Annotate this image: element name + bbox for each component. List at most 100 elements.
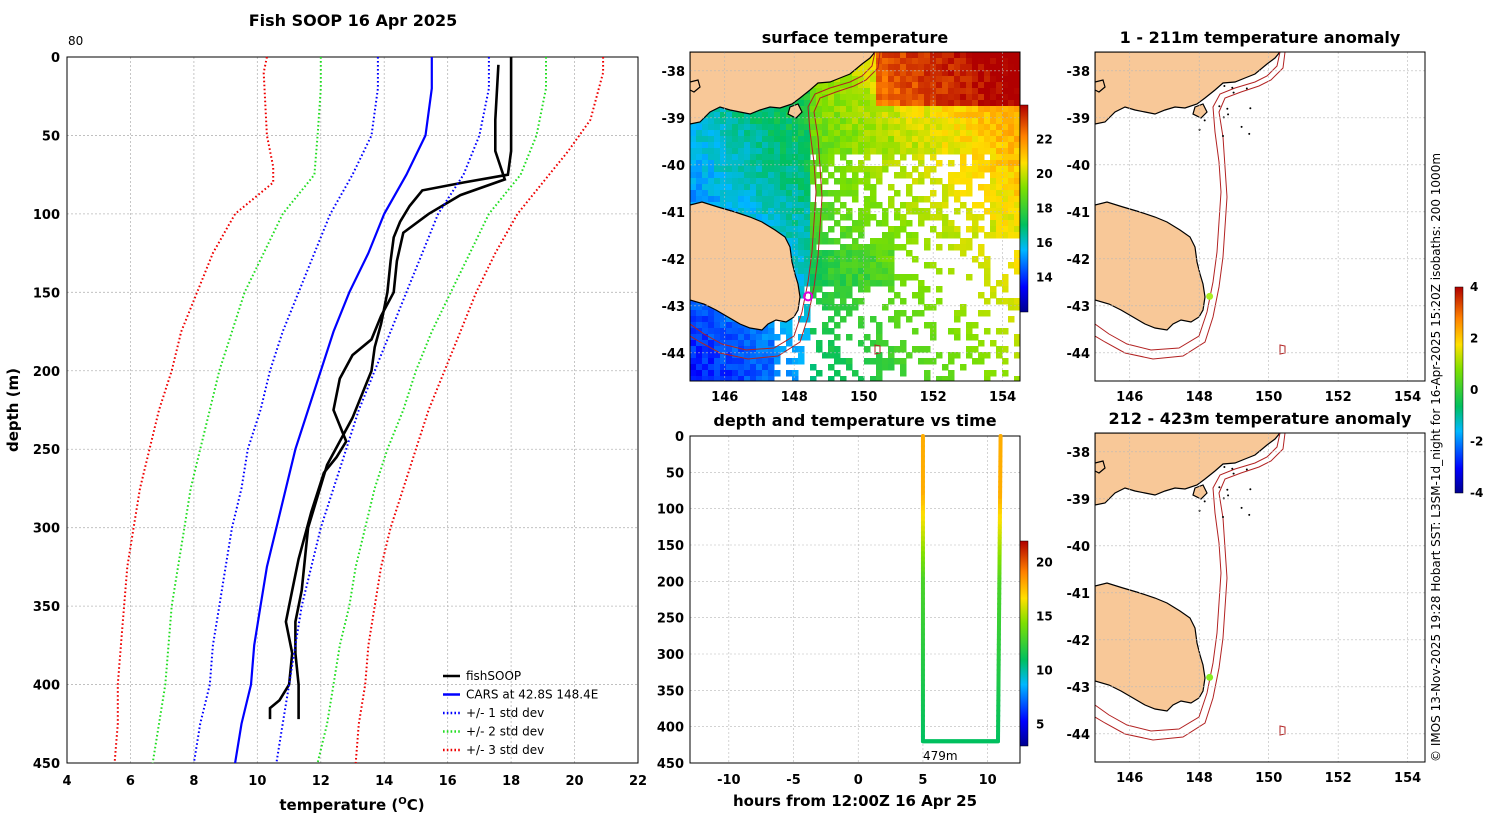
sst-cell	[900, 220, 907, 227]
time-colorbar	[1020, 541, 1028, 746]
sst-cell	[852, 166, 859, 173]
sst-cell	[726, 190, 733, 197]
island-dot	[1231, 468, 1233, 470]
sst-cell	[690, 310, 697, 317]
sst-cell	[846, 304, 853, 311]
sst-cell	[954, 142, 961, 149]
sst-cell	[732, 202, 739, 209]
sst-cell	[912, 76, 919, 83]
sst-cell	[996, 346, 1003, 353]
sst-cell	[864, 196, 871, 203]
y-tick-label: 0	[51, 51, 60, 66]
sst-cell	[1002, 124, 1009, 131]
sst-cell	[876, 172, 883, 179]
sst-cell	[690, 172, 697, 179]
sst-cell	[816, 346, 823, 353]
sst-cell	[792, 256, 799, 263]
sst-cell	[954, 178, 961, 185]
sst-cell	[1002, 64, 1009, 71]
sst-cell	[912, 238, 919, 245]
sst-cell	[774, 154, 781, 161]
sst-cell	[696, 322, 703, 329]
sst-cell	[738, 376, 745, 383]
sst-cell	[762, 124, 769, 131]
sst-cell	[744, 190, 751, 197]
sst-cell	[720, 346, 727, 353]
sst-cell	[774, 196, 781, 203]
sst-cell	[948, 52, 955, 59]
sst-cell	[948, 64, 955, 71]
sst-cell	[996, 190, 1003, 197]
sst-cell	[732, 358, 739, 365]
sst-cell	[882, 358, 889, 365]
sst-cell	[780, 142, 787, 149]
sst-cell	[1008, 106, 1015, 113]
sst-cell	[822, 142, 829, 149]
sst-cell	[960, 238, 967, 245]
sst-cell	[732, 196, 739, 203]
sst-cell	[846, 190, 853, 197]
sst-cell	[960, 244, 967, 251]
sst-cell	[852, 298, 859, 305]
sst-cell	[768, 142, 775, 149]
sst-cell	[894, 214, 901, 221]
sst-cell	[774, 130, 781, 137]
sst-cell	[792, 190, 799, 197]
sst-cell	[708, 130, 715, 137]
sst-cell	[756, 154, 763, 161]
sst-cell	[966, 172, 973, 179]
sst-cell	[906, 82, 913, 89]
sst-cell	[1002, 328, 1009, 335]
sst-cell	[924, 370, 931, 377]
sst-cell	[744, 166, 751, 173]
y-tick-label: 450	[657, 757, 684, 772]
sst-cell	[774, 202, 781, 209]
sst-cell	[888, 364, 895, 371]
sst-cell	[966, 142, 973, 149]
sst-cell	[984, 280, 991, 287]
sst-cell	[696, 154, 703, 161]
sst-cell	[804, 94, 811, 101]
anomaly-colorbar-tick: 0	[1470, 383, 1478, 397]
sst-cell	[810, 220, 817, 227]
sst-cell	[762, 334, 769, 341]
sst-cell	[1008, 262, 1015, 269]
sst-cell	[828, 202, 835, 209]
sst-cell	[846, 160, 853, 167]
sst-cell	[972, 88, 979, 95]
sst-cell	[978, 106, 985, 113]
sst-cell	[954, 190, 961, 197]
sst-cell	[714, 160, 721, 167]
sst-cell	[912, 124, 919, 131]
sst-cell	[972, 226, 979, 233]
sst-cell	[894, 226, 901, 233]
sst-cell	[696, 148, 703, 155]
sst-cell	[912, 118, 919, 125]
sst-cell	[1002, 130, 1009, 137]
sst-cell	[864, 334, 871, 341]
sst-cell	[828, 238, 835, 245]
sst-cell	[894, 94, 901, 101]
sst-cell	[876, 238, 883, 245]
lon-tick-label: 154	[1394, 771, 1421, 786]
sst-cell	[1008, 304, 1015, 311]
sst-cell	[702, 310, 709, 317]
sst-cell	[960, 100, 967, 107]
sst-cell	[900, 106, 907, 113]
sst-cell	[744, 124, 751, 131]
sst-cell	[870, 82, 877, 89]
sst-cell	[1002, 100, 1009, 107]
sst-cell	[834, 166, 841, 173]
sst-cell	[798, 196, 805, 203]
sst-cell	[1008, 196, 1015, 203]
sst-cell	[768, 190, 775, 197]
sst-cell	[744, 130, 751, 137]
sst-cell	[870, 172, 877, 179]
sst-cell	[774, 184, 781, 191]
sst-cell	[798, 220, 805, 227]
sst-cell	[774, 148, 781, 155]
sst-cell	[960, 202, 967, 209]
sst-cell	[972, 124, 979, 131]
